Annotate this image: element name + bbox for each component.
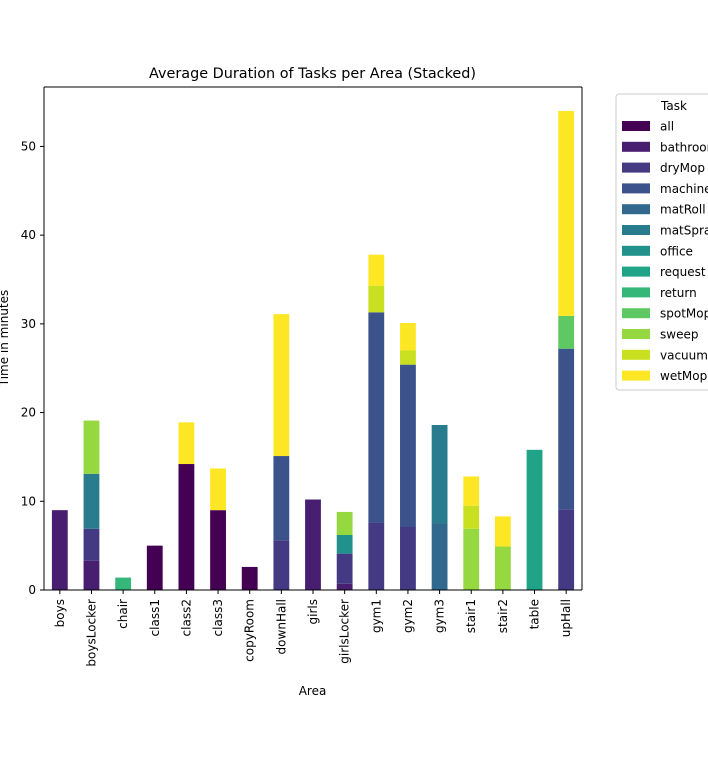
bar-segment-stair2-sweep — [494, 546, 511, 590]
x-tick-label-table: table — [528, 599, 542, 629]
legend-label-office: office — [660, 244, 693, 258]
x-tick-label-girls: girls — [306, 599, 320, 624]
legend-label-dryMop: dryMop — [660, 161, 705, 175]
bar-segment-boys-bathroom — [51, 510, 68, 590]
bar-segment-downHall-dryMop — [273, 540, 290, 590]
x-tick-label-stair2: stair2 — [496, 599, 510, 633]
bar-segment-girlsLocker-bathroom — [336, 583, 353, 590]
bar-segment-gym2-machine — [400, 364, 416, 528]
legend-swatch-sweep — [622, 329, 650, 339]
legend: Task all bathroom dryMop machine matRoll matS… — [615, 93, 708, 391]
legend-label-all: all — [660, 120, 674, 134]
bar-segment-gym2-dryMop — [400, 527, 416, 590]
legend-label-matSpray: matSpray — [660, 224, 708, 238]
bar-segment-girls-bathroom — [305, 499, 321, 590]
legend-swatch-return — [622, 287, 650, 298]
bar-segment-gym1-vacuum — [368, 285, 385, 313]
bar-segment-girlsLocker-sweep — [336, 511, 353, 535]
legend-frame — [615, 93, 708, 391]
y-tick-label: 10 — [21, 494, 36, 508]
legend-label-machine: machine — [660, 182, 708, 196]
legend-label-bathroom: bathroom — [660, 140, 708, 154]
bar-segment-girlsLocker-dryMop — [336, 553, 353, 584]
legend-label-vacuum: vacuum — [660, 348, 708, 362]
bar-segment-upHall-dryMop — [558, 509, 575, 590]
bar-segment-gym2-vacuum — [400, 350, 416, 365]
bar-segment-upHall-machine — [558, 348, 575, 510]
bar-segment-class1-all — [146, 545, 163, 590]
bar-segment-stair1-sweep — [463, 528, 480, 590]
chart-title: Average Duration of Tasks per Area (Stac… — [149, 66, 476, 82]
x-tick-label-class3: class3 — [211, 599, 225, 636]
legend-label-wetMop: wetMop — [660, 369, 707, 383]
bar-segment-gym1-wetMop — [368, 254, 385, 286]
legend-title: Task — [660, 99, 687, 113]
bar-segment-class2-wetMop — [178, 422, 195, 465]
legend-label-request: request — [660, 265, 706, 279]
legend-swatch-all — [622, 121, 650, 131]
bar-segment-copyRoom-all — [241, 566, 258, 590]
x-tick-label-downHall: downHall — [274, 599, 288, 654]
bar-segment-downHall-wetMop — [273, 314, 290, 457]
bar-segment-class3-all — [210, 510, 226, 590]
x-tick-label-girlsLocker: girlsLocker — [338, 599, 352, 664]
x-tick-label-copyRoom: copyRoom — [243, 599, 257, 662]
bar-segment-gym3-matSpray — [431, 424, 448, 524]
x-tick-label-gym1: gym1 — [369, 599, 383, 633]
bar-segment-class3-wetMop — [210, 468, 226, 511]
x-axis-label: Area — [299, 684, 327, 698]
y-tick-label: 0 — [28, 583, 36, 597]
bar-segment-boysLocker-matSpray — [83, 473, 100, 529]
bar-segment-gym3-matRoll — [431, 523, 448, 590]
x-tick-label-stair1: stair1 — [464, 599, 478, 633]
bar-segment-downHall-machine — [273, 456, 290, 541]
x-tick-label-boysLocker: boysLocker — [84, 599, 98, 667]
bar-segment-table-request — [526, 449, 543, 590]
bar-segment-boysLocker-dryMop — [83, 528, 100, 561]
x-tick-label-class2: class2 — [179, 599, 193, 636]
legend-swatch-machine — [622, 183, 650, 194]
bar-segment-girlsLocker-office — [336, 535, 353, 554]
legend-swatch-request — [622, 266, 650, 277]
bars-layer — [51, 110, 575, 590]
bar-segment-gym1-machine — [368, 312, 385, 523]
x-tick-label-chair: chair — [116, 599, 130, 629]
x-tick-label-class1: class1 — [148, 599, 162, 636]
legend-swatch-matRoll — [622, 204, 650, 215]
bar-segment-gym2-wetMop — [400, 322, 416, 351]
legend-swatch-dryMop — [622, 162, 650, 173]
y-axis-label: Time in minutes — [0, 290, 11, 388]
legend-label-sweep: sweep — [660, 328, 698, 342]
bar-segment-chair-return — [115, 577, 132, 590]
legend-label-return: return — [660, 286, 697, 300]
legend-swatch-bathroom — [622, 141, 650, 152]
legend-swatch-vacuum — [622, 349, 650, 360]
legend-swatch-spotMop — [622, 308, 650, 319]
bar-segment-boysLocker-sweep — [83, 420, 100, 474]
y-tick-label: 40 — [21, 228, 36, 242]
x-tick-label-upHall: upHall — [559, 599, 573, 637]
y-tick-label: 50 — [21, 139, 36, 153]
legend-swatch-matSpray — [622, 225, 650, 235]
bar-segment-stair1-vacuum — [463, 505, 480, 529]
x-tick-label-boys: boys — [53, 599, 67, 627]
legend-label-spotMop: spotMop — [660, 307, 708, 321]
legend-items: all bathroom dryMop machine matRoll matSpray o… — [622, 120, 708, 383]
legend-label-matRoll: matRoll — [660, 203, 706, 217]
y-tick-label: 30 — [21, 317, 36, 331]
bar-segment-class2-all — [178, 464, 195, 590]
bar-segment-gym1-dryMop — [368, 522, 385, 590]
bar-segment-upHall-wetMop — [558, 110, 575, 316]
bar-segment-stair1-wetMop — [463, 476, 480, 506]
legend-swatch-office — [622, 245, 650, 256]
y-tick-label: 20 — [21, 406, 36, 420]
x-tick-label-gym3: gym3 — [433, 599, 447, 633]
x-tick-label-gym2: gym2 — [401, 599, 415, 633]
bar-segment-boysLocker-bathroom — [83, 560, 100, 590]
axes-layer: 0 10 20 30 40 50 boys boysLocker chair class1 clas… — [21, 86, 583, 667]
bar-segment-upHall-spotMop — [558, 315, 575, 349]
legend-swatch-wetMop — [622, 370, 650, 381]
bar-segment-stair2-wetMop — [494, 516, 511, 547]
